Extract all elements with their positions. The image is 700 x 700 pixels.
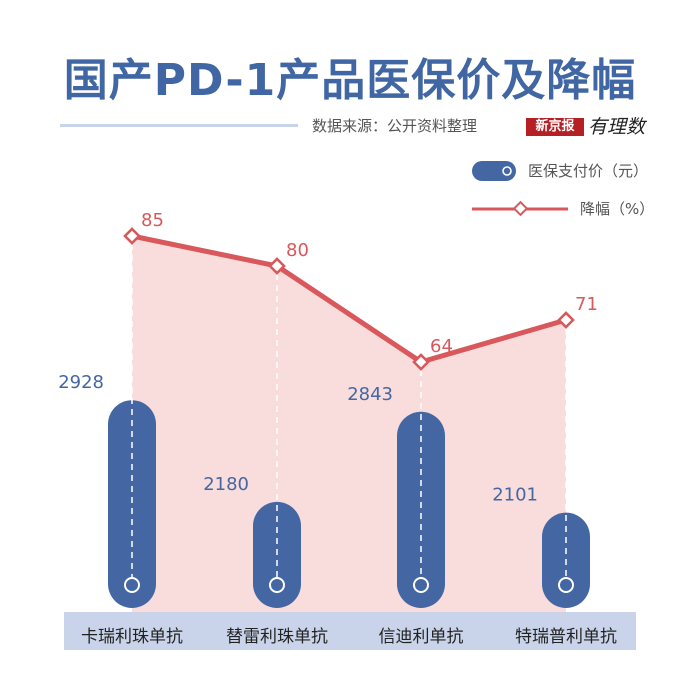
legend-label-bar: 医保支付价（元）: [528, 162, 649, 180]
category-label-0: 卡瑞利珠单抗: [81, 627, 183, 647]
brand-sub-logo: 有理数: [588, 116, 646, 138]
legend-bar-swatch: [472, 161, 516, 181]
x-axis-band: [64, 612, 636, 650]
bar-2: [397, 411, 445, 608]
drop-marker-3: [557, 311, 575, 329]
price-value-label-2: 2843: [347, 384, 393, 405]
title-divider: [60, 124, 298, 127]
category-label-2: 信迪利单抗: [378, 627, 464, 647]
drop-line: [131, 233, 567, 365]
category-label-1: 替雷利珠单抗: [226, 627, 328, 647]
drop-value-label-2: 64: [430, 336, 453, 357]
chart-title: 国产PD-1产品医保价及降幅: [63, 55, 637, 106]
legend-label-line: 降幅（%）: [580, 200, 655, 218]
bar-end-marker-3: [558, 577, 574, 593]
source-note: 数据来源：公开资料整理: [312, 117, 478, 135]
bar-end-marker-2: [413, 577, 429, 593]
price-value-label-3: 2101: [492, 485, 538, 506]
brand-logo: 新京报: [526, 118, 584, 136]
category-label-3: 特瑞普利单抗: [515, 627, 617, 647]
drop-marker-0: [123, 227, 141, 245]
drop-value-label-1: 80: [286, 240, 309, 261]
drop-marker-1: [268, 257, 286, 275]
legend-item-bar: 医保支付价（元）: [472, 158, 648, 184]
price-value-label-1: 2180: [203, 474, 249, 495]
line-area-fill: [132, 236, 566, 612]
legend-item-line: 降幅（%）: [472, 196, 654, 222]
price-value-label-0: 2928: [58, 372, 104, 393]
legend-line-swatch: [472, 200, 568, 217]
bar-end-marker-1: [269, 577, 285, 593]
drop-value-label-0: 85: [141, 210, 164, 231]
drop-marker-2: [412, 353, 430, 371]
bar-end-marker-0: [124, 577, 140, 593]
bar-0: [108, 400, 156, 608]
drop-value-label-3: 71: [575, 294, 598, 315]
